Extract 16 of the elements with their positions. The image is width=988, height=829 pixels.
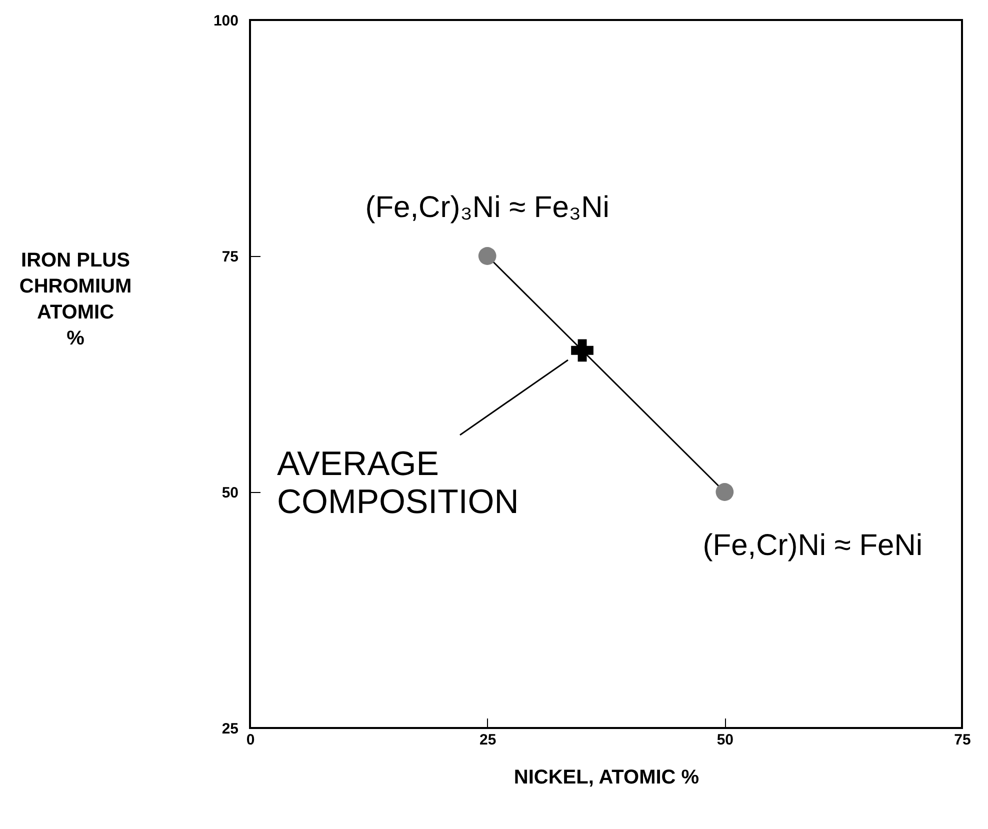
- point: [571, 339, 594, 362]
- x-axis-title: NICKEL, ATOMIC %: [514, 766, 700, 788]
- x-tick-label: 75: [954, 732, 971, 748]
- annotation: AVERAGE COMPOSITION: [277, 445, 519, 521]
- y-axis-title: IRON PLUS CHROMIUM ATOMIC %: [19, 250, 132, 350]
- annotation: (Fe,Cr)Ni ≈ FeNi: [702, 529, 923, 562]
- annotation: (Fe,Cr)₃Ni ≈ Fe₃Ni: [365, 191, 610, 224]
- y-tick-label: 25: [222, 720, 238, 738]
- y-tick-label: 100: [213, 12, 238, 30]
- y-tick-label: 50: [222, 484, 238, 502]
- x-tick-label: 0: [246, 732, 255, 748]
- point: [478, 247, 496, 265]
- x-tick-label: 25: [479, 732, 496, 748]
- x-tick-label: 50: [716, 732, 734, 748]
- point: [716, 483, 734, 501]
- y-tick-label: 75: [222, 248, 238, 266]
